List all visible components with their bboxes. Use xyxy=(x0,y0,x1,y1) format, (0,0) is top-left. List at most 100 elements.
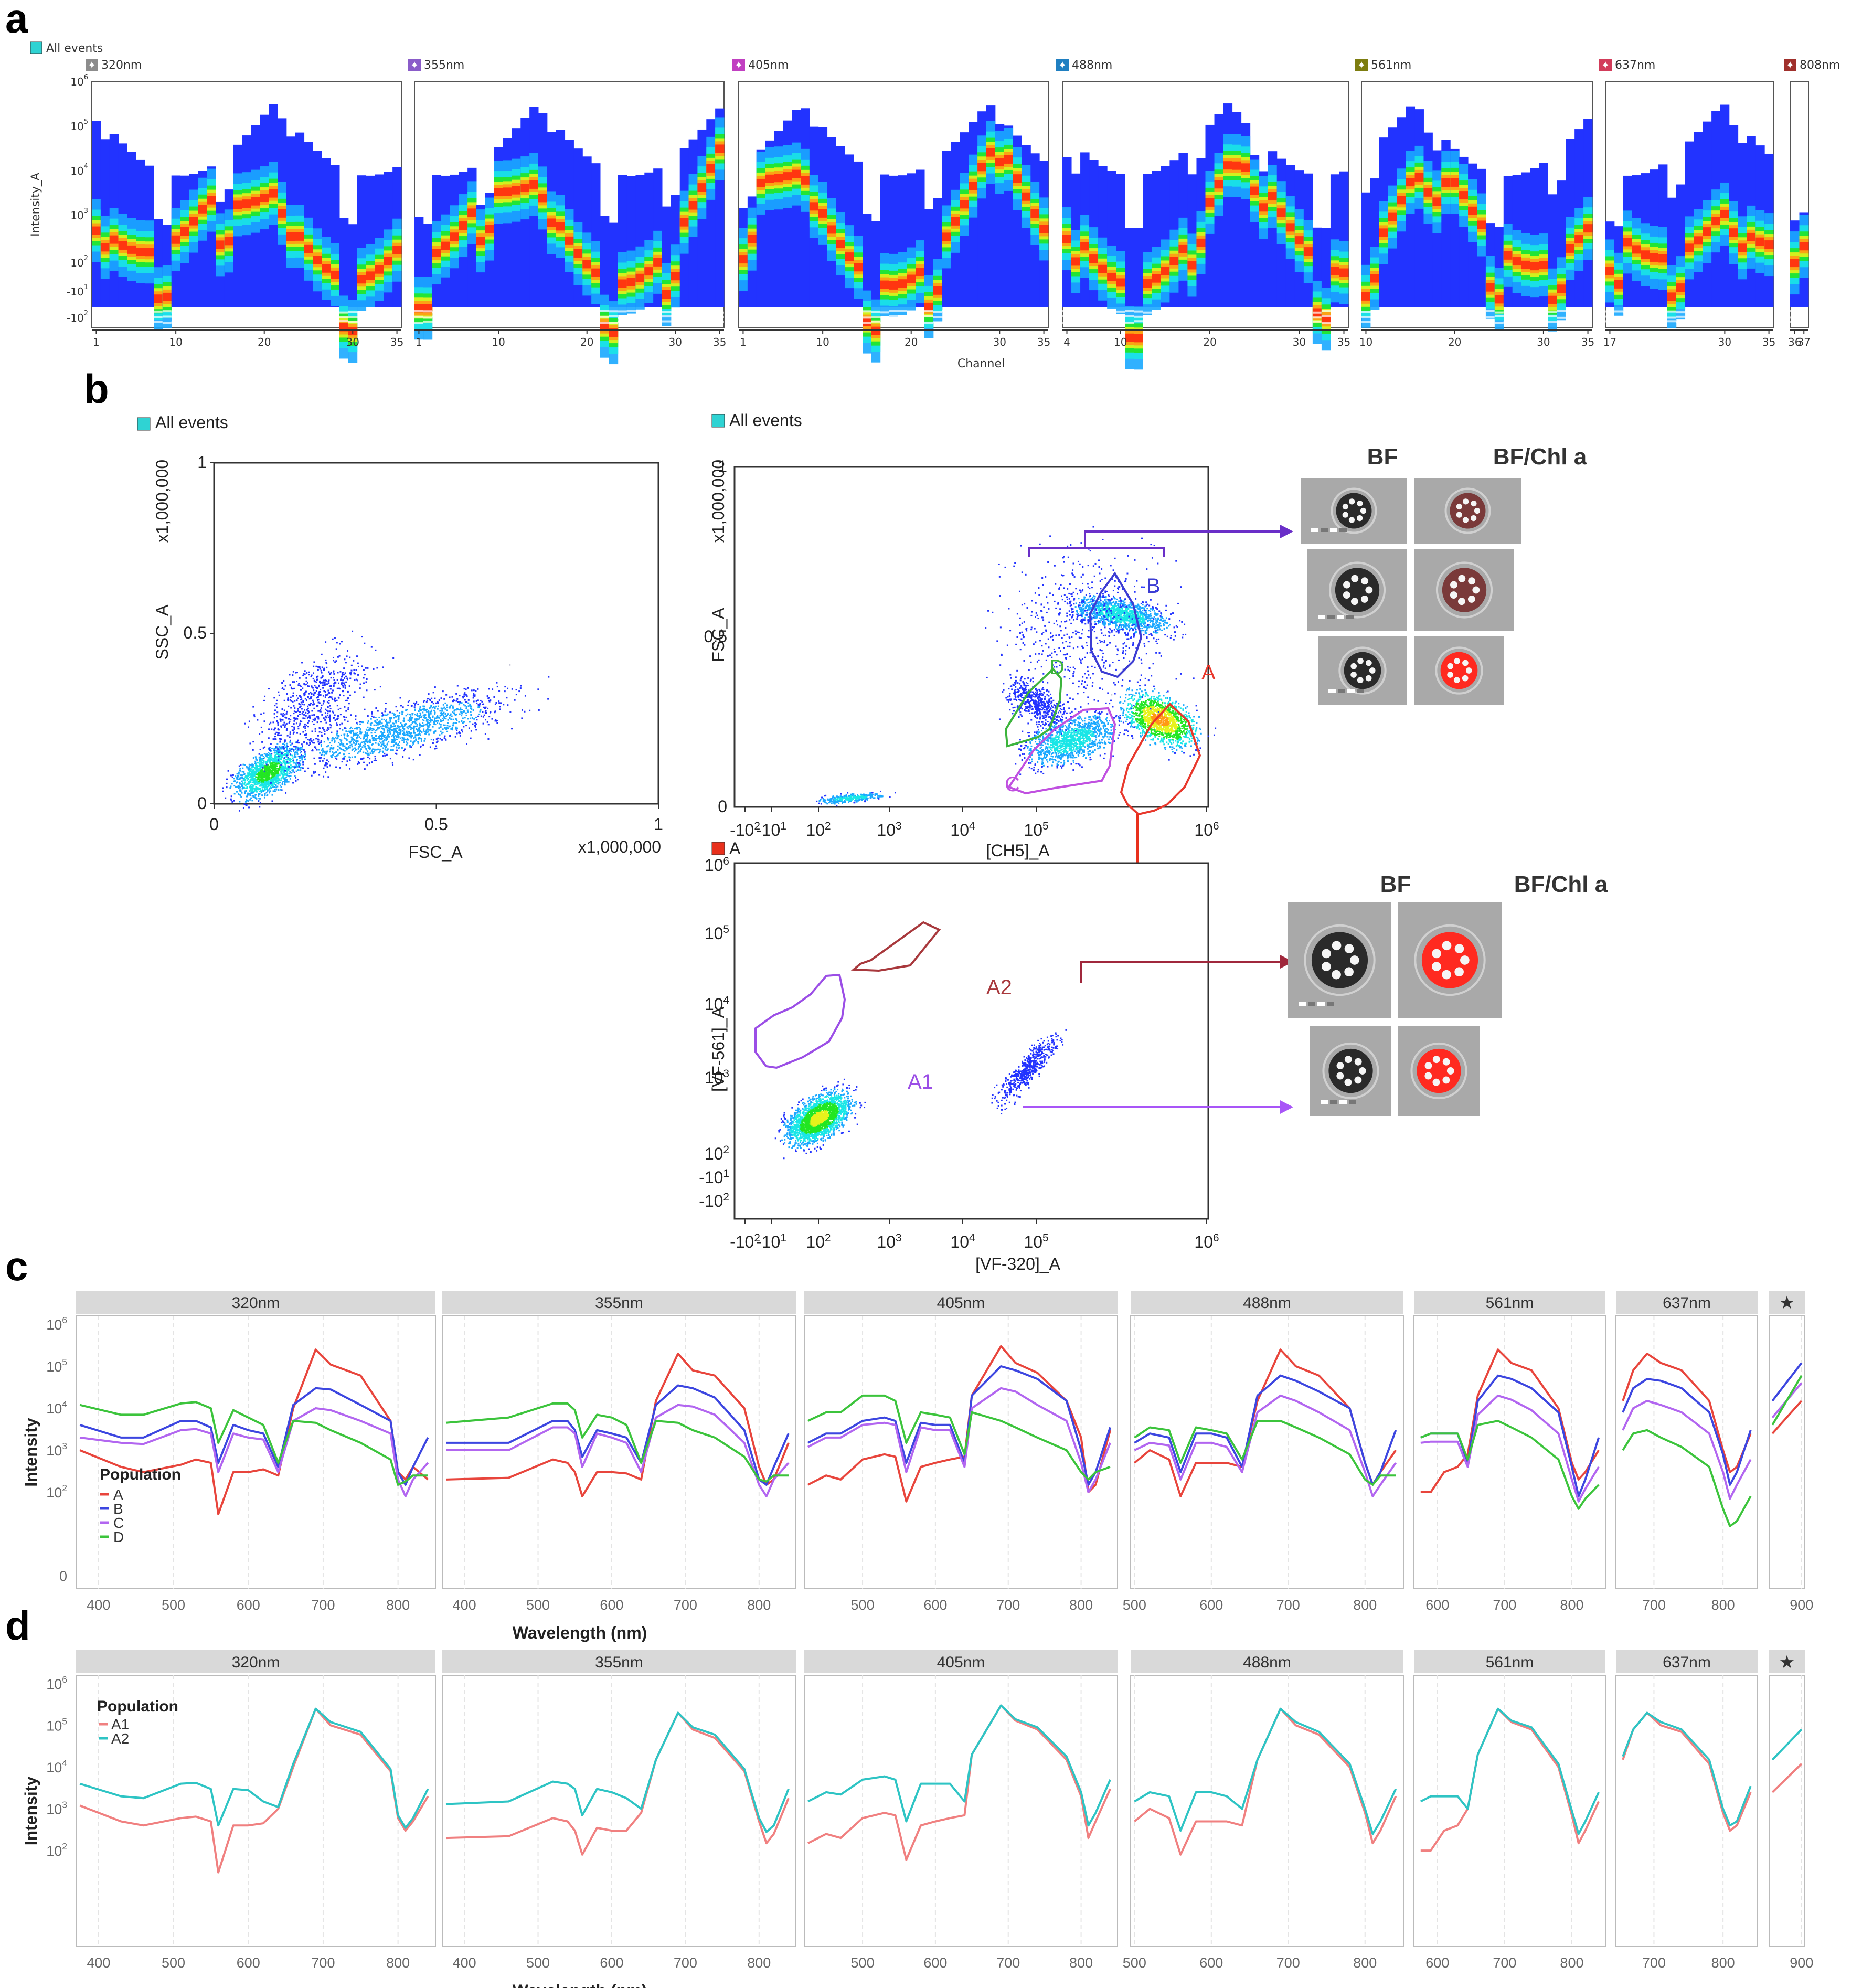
event-dot xyxy=(475,700,477,702)
event-dot xyxy=(227,770,229,772)
event-dot xyxy=(300,747,302,749)
heat-noise xyxy=(348,316,357,318)
event-dot xyxy=(420,714,422,716)
heat-noise xyxy=(1641,310,1650,312)
event-dot xyxy=(379,735,381,737)
heat-noise xyxy=(739,320,748,323)
heat-noise xyxy=(836,311,845,314)
event-dot xyxy=(236,791,238,793)
heat-noise xyxy=(1703,321,1712,324)
event-dot xyxy=(264,775,266,777)
event-dot xyxy=(453,712,455,714)
event-dot xyxy=(419,708,421,710)
event-dot xyxy=(267,776,269,778)
event-dot xyxy=(475,723,477,725)
heat-noise xyxy=(503,310,512,312)
event-dot xyxy=(329,742,331,744)
event-dot xyxy=(461,715,463,717)
heat-noise xyxy=(1720,311,1729,314)
event-dot xyxy=(409,714,411,716)
event-dot xyxy=(403,719,405,721)
event-dot xyxy=(233,800,235,802)
event-dot xyxy=(402,756,404,758)
heat-noise xyxy=(145,311,154,314)
event-dot xyxy=(332,689,334,692)
heat-noise xyxy=(609,322,618,324)
event-dot xyxy=(327,681,329,683)
event-dot xyxy=(360,737,362,739)
heat-noise xyxy=(216,321,225,324)
event-dot xyxy=(440,726,442,728)
heat-noise xyxy=(1755,315,1765,317)
event-dot xyxy=(414,718,416,720)
heat-noise xyxy=(739,315,748,318)
heat-noise xyxy=(898,321,907,323)
event-dot xyxy=(312,750,314,752)
event-dot xyxy=(235,775,237,778)
event-dot xyxy=(363,682,365,684)
event-dot xyxy=(420,740,422,742)
event-dot xyxy=(375,735,377,737)
event-dot xyxy=(437,720,439,722)
event-dot xyxy=(269,768,271,770)
heat-noise xyxy=(1022,311,1031,313)
event-dot xyxy=(368,745,370,747)
event-dot xyxy=(261,773,263,775)
event-dot xyxy=(345,764,347,766)
event-dot xyxy=(336,679,338,681)
event-dot xyxy=(363,745,365,747)
event-dot xyxy=(459,713,461,715)
event-dot xyxy=(359,730,361,732)
heat-noise xyxy=(1013,311,1022,313)
heat-noise xyxy=(1205,315,1215,318)
event-dot xyxy=(252,757,254,759)
event-dot xyxy=(451,728,453,730)
event-dot xyxy=(382,755,384,757)
event-dot xyxy=(365,739,367,741)
heat-noise xyxy=(207,310,216,312)
event-dot xyxy=(408,700,410,702)
x-tick-label: 10 xyxy=(492,336,505,348)
event-dot xyxy=(514,699,516,701)
event-dot xyxy=(483,703,485,705)
event-dot xyxy=(389,717,391,719)
heat-noise xyxy=(1747,315,1756,317)
event-dot xyxy=(278,755,280,757)
heat-noise xyxy=(1450,316,1460,318)
event-dot xyxy=(473,689,475,692)
event-dot xyxy=(247,775,249,778)
event-dot xyxy=(484,733,486,735)
event-dot xyxy=(258,800,260,802)
heat-noise xyxy=(1623,311,1632,314)
event-dot xyxy=(357,761,359,763)
event-dot xyxy=(371,735,373,737)
heat-noise xyxy=(1694,320,1703,323)
event-dot xyxy=(395,706,397,708)
heat-noise xyxy=(1039,315,1048,318)
event-dot xyxy=(402,737,405,739)
event-dot xyxy=(391,762,393,764)
event-dot xyxy=(430,739,432,741)
heat-noise xyxy=(1406,315,1415,318)
event-dot xyxy=(252,795,254,797)
event-dot xyxy=(419,754,421,756)
heat-noise xyxy=(1379,310,1388,312)
heat-band xyxy=(295,232,305,241)
event-dot xyxy=(460,711,462,713)
event-dot xyxy=(291,742,293,745)
event-dot xyxy=(275,789,278,791)
heat-noise xyxy=(1747,321,1756,324)
heat-noise xyxy=(1250,320,1259,323)
heat-noise xyxy=(1143,321,1152,324)
laser-icon xyxy=(1784,59,1796,71)
event-dot xyxy=(410,732,412,735)
event-dot xyxy=(284,762,286,764)
heat-noise xyxy=(1423,315,1433,318)
heat-band xyxy=(986,148,996,157)
event-dot xyxy=(257,783,259,785)
heat-band xyxy=(198,205,207,214)
event-dot xyxy=(335,751,337,753)
event-dot xyxy=(299,713,301,715)
heat-noise xyxy=(1720,320,1729,323)
heat-noise xyxy=(1339,315,1348,317)
